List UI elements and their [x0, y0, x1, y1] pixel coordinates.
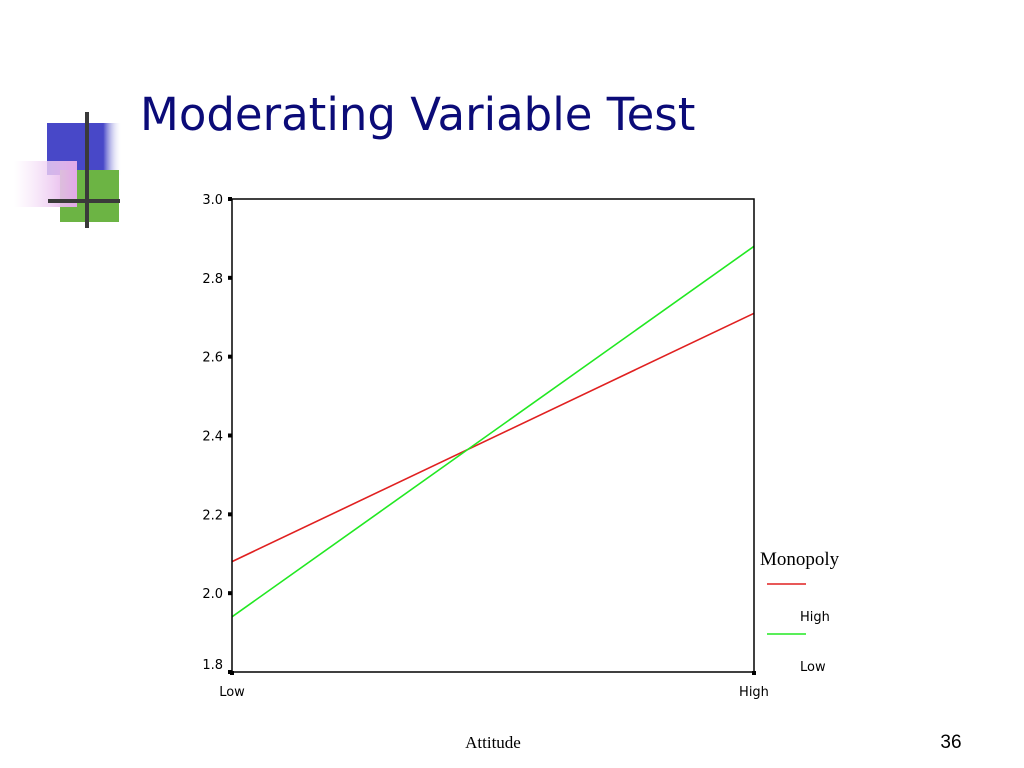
slide-number: 36: [940, 732, 962, 753]
plot-frame: [231, 198, 755, 673]
y-tick-mark: [228, 512, 232, 517]
x-tick-label: Low: [219, 685, 245, 700]
chart-root: 1.8 2.0 2.2 2.4 2.6 2.8 3.0 Low High Attitude Mono…: [202, 193, 839, 752]
y-tick-mark: [228, 197, 232, 201]
y-tick-label: 2.4: [202, 430, 223, 445]
y-tick-mark: [228, 354, 232, 359]
x-tick-mark: [752, 671, 756, 675]
y-tick-mark: [228, 591, 232, 596]
y-tick-mark: [228, 433, 232, 438]
y-tick-label: 2.0: [202, 587, 223, 602]
legend-label-high: High: [800, 610, 830, 625]
y-tick-label: 1.8: [202, 658, 223, 673]
legend-title: Monopoly: [760, 549, 840, 570]
slide-logo: [14, 112, 122, 228]
y-tick-mark: [228, 275, 232, 280]
series-line-high: [231, 312, 755, 563]
x-axis-title: Attitude: [465, 733, 521, 752]
y-tick-label: 2.8: [202, 272, 223, 287]
slide-title: Moderating Variable Test: [140, 88, 696, 141]
legend-label-low: Low: [800, 660, 826, 675]
series-line-low: [231, 245, 755, 618]
x-tick-label: High: [739, 685, 769, 700]
y-tick-label: 3.0: [202, 193, 223, 208]
x-tick-mark: [230, 671, 234, 675]
y-tick-label: 2.2: [202, 508, 223, 523]
y-tick-label: 2.6: [202, 351, 223, 366]
